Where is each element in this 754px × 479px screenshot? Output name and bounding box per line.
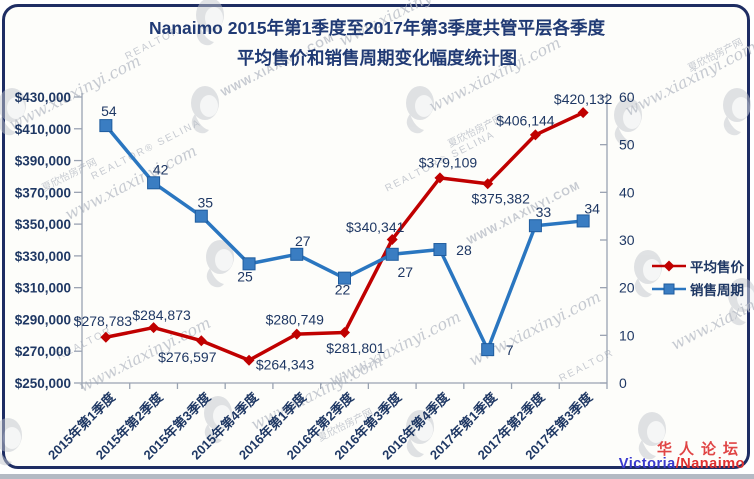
svg-text:40: 40 <box>619 184 635 200</box>
legend-marker-cycle-icon <box>652 283 686 294</box>
svg-text:$430,000: $430,000 <box>15 90 71 105</box>
forum-location-city: Victoria <box>618 456 676 472</box>
svg-text:$375,382: $375,382 <box>471 190 530 206</box>
svg-text:$281,801: $281,801 <box>326 340 385 356</box>
window-bottom-edge <box>0 474 754 479</box>
forum-signature: 华人论坛 Victoria/Nanaimo <box>619 442 745 472</box>
svg-text:50: 50 <box>619 137 635 153</box>
svg-text:$290,000: $290,000 <box>15 312 71 327</box>
svg-text:$276,597: $276,597 <box>158 349 217 365</box>
svg-text:$379,109: $379,109 <box>419 154 478 170</box>
forum-name: 华人论坛 <box>656 441 745 458</box>
svg-text:$264,343: $264,343 <box>256 357 315 373</box>
svg-text:$310,000: $310,000 <box>15 281 71 296</box>
legend-label-avg-price: 平均售价 <box>690 259 744 275</box>
svg-text:22: 22 <box>335 282 351 298</box>
chart-title-line1: Nanaimo 2015年第1季度至2017年第3季度共管平层各季度 <box>148 18 606 38</box>
legend-label-sales-cycle: 销售周期 <box>690 282 744 298</box>
svg-text:$370,000: $370,000 <box>15 185 71 200</box>
chart-title: Nanaimo 2015年第1季度至2017年第3季度共管平层各季度 平均售价和… <box>0 13 754 73</box>
forum-location: Victoria/Nanaimo <box>619 457 745 472</box>
svg-text:$270,000: $270,000 <box>15 344 71 359</box>
svg-text:10: 10 <box>619 327 635 343</box>
svg-text:$284,873: $284,873 <box>132 307 191 323</box>
svg-text:30: 30 <box>619 232 635 248</box>
svg-text:20: 20 <box>619 280 635 296</box>
svg-text:54: 54 <box>101 103 117 119</box>
svg-text:35: 35 <box>198 195 214 211</box>
svg-text:$406,144: $406,144 <box>496 112 555 128</box>
svg-text:0: 0 <box>619 375 627 391</box>
svg-text:$278,783: $278,783 <box>74 313 133 329</box>
svg-text:$410,000: $410,000 <box>15 122 71 137</box>
chart-legend: 平均售价 销售周期 <box>651 254 744 300</box>
svg-text:28: 28 <box>456 242 472 258</box>
svg-text:7: 7 <box>506 342 514 358</box>
forum-location-area: /Nanaimo <box>675 456 745 472</box>
chart-border-frame <box>2 4 750 469</box>
svg-text:42: 42 <box>153 161 169 177</box>
svg-text:$280,749: $280,749 <box>266 312 325 328</box>
svg-text:25: 25 <box>237 268 253 284</box>
legend-item-avg-price: 平均售价 <box>651 254 744 277</box>
svg-text:60: 60 <box>619 89 635 105</box>
legend-marker-price-icon <box>652 260 686 271</box>
legend-item-sales-cycle: 销售周期 <box>651 277 744 300</box>
svg-text:$250,000: $250,000 <box>15 376 71 391</box>
svg-text:$330,000: $330,000 <box>15 249 71 264</box>
svg-text:$420,132: $420,132 <box>554 91 613 107</box>
svg-text:27: 27 <box>295 233 311 249</box>
svg-text:$390,000: $390,000 <box>15 154 71 169</box>
svg-text:27: 27 <box>397 264 413 280</box>
svg-text:$350,000: $350,000 <box>15 217 71 232</box>
svg-text:34: 34 <box>584 200 600 216</box>
chart-title-line2: 平均售价和销售周期变化幅度统计图 <box>237 48 517 68</box>
svg-text:33: 33 <box>536 204 552 220</box>
svg-text:$340,341: $340,341 <box>346 219 405 235</box>
